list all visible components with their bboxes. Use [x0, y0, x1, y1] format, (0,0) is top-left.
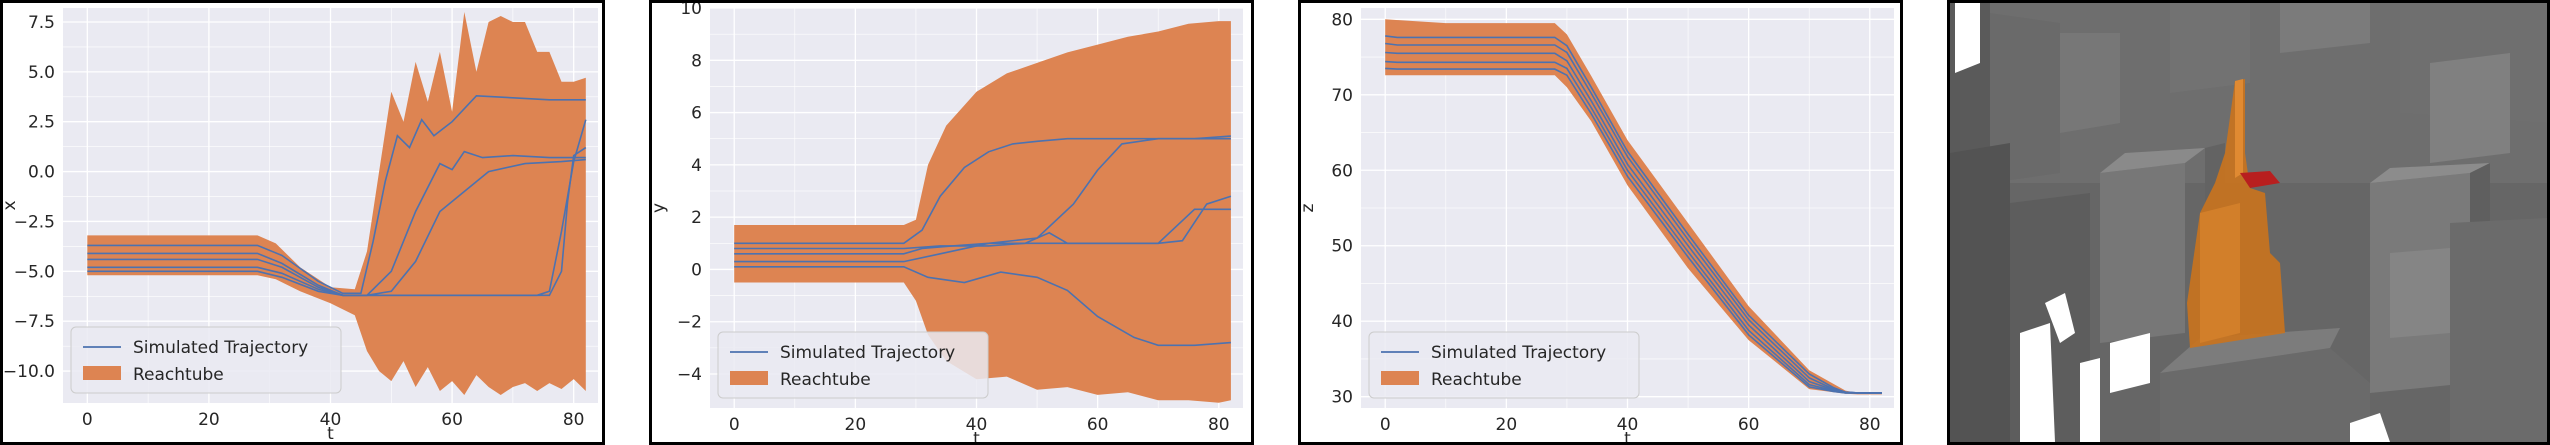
x-tick-label: 0: [729, 415, 740, 435]
y-tick-label: −5.0: [14, 262, 55, 282]
z-reachtube-chart: 0 20 40 60 80 30 40 50 60 70 80 t z Simulated Traject…: [1301, 8, 1894, 442]
simulated-trajectory-line: [734, 208, 1231, 250]
y-tick-label: 6: [691, 104, 702, 124]
y-tick-label: −2: [677, 313, 702, 333]
simulated-trajectory-line: [87, 150, 586, 297]
simulated-trajectory-line: [87, 94, 586, 295]
x-tick-label: 40: [966, 415, 988, 435]
x-tick-label: 40: [1617, 415, 1639, 435]
simulated-trajectory-line: [734, 137, 1231, 245]
simulated-trajectory-line: [87, 158, 586, 297]
y-tick-label: 2.5: [28, 113, 55, 133]
y-tick-label: −2.5: [14, 212, 55, 232]
y-tick-label: −10.0: [3, 362, 55, 382]
y-tick-label: 70: [1331, 86, 1353, 106]
y-tick-label: −4: [677, 365, 702, 385]
simulated-trajectory-line: [734, 265, 1231, 347]
x-tick-label: 0: [82, 410, 93, 430]
legend-label-reachtube: Reachtube: [1431, 370, 1522, 390]
simulated-trajectory-line: [1385, 67, 1882, 394]
x-tick-label: 80: [563, 410, 585, 430]
y-tick-label: −7.5: [14, 312, 55, 332]
y-tick-label: 30: [1331, 388, 1353, 408]
legend-box: [1368, 331, 1640, 399]
y-tick-label: 80: [1331, 10, 1353, 30]
y-tick-label: 0: [691, 260, 702, 280]
legend-box: [70, 326, 342, 394]
simulated-trajectory-line: [734, 195, 1232, 263]
y-tick-label: 10: [680, 3, 702, 19]
3d-scene-image: [1950, 3, 2547, 442]
y-tick-label: 0.0: [28, 163, 55, 183]
legend-label-trajectory: Simulated Trajectory: [133, 338, 308, 358]
x-axis-label: t: [327, 424, 334, 442]
target-marker: [2240, 171, 2280, 188]
x-tick-label: 20: [198, 410, 220, 430]
legend-patch-swatch: [83, 366, 121, 380]
y-tick-label: 5.0: [28, 63, 55, 83]
y-axis-label: y: [652, 203, 669, 213]
y-tick-label: 7.5: [28, 13, 55, 33]
y-tick-label: 40: [1331, 312, 1353, 332]
x-tick-label: 20: [1496, 415, 1518, 435]
x-tick-label: 80: [1859, 415, 1881, 435]
legend-label-reachtube: Reachtube: [780, 370, 871, 390]
z-chart-panel: 0 20 40 60 80 30 40 50 60 70 80 t z Simulated Traject…: [1298, 0, 1903, 445]
x-tick-label: 60: [1738, 415, 1760, 435]
x-tick-label: 60: [441, 410, 463, 430]
legend-label-trajectory: Simulated Trajectory: [1431, 343, 1606, 363]
x-tick-label: 0: [1380, 415, 1391, 435]
legend-label-reachtube: Reachtube: [133, 365, 224, 385]
x-axis-label: t: [973, 429, 980, 442]
simulated-trajectory-line: [87, 146, 587, 297]
x-tick-label: 60: [1087, 415, 1109, 435]
y-tick-label: 50: [1331, 237, 1353, 257]
y-axis-label: z: [1301, 203, 1318, 212]
reachtube-band: [734, 21, 1231, 403]
3d-city-reachtube-view: [1947, 0, 2550, 445]
y-reachtube-chart: 0 20 40 60 80 −4 −2 0 2 4 6 8 10 t y Simulated Trajecto…: [652, 3, 1243, 442]
legend-patch-swatch: [730, 371, 768, 385]
x-tick-label: 40: [320, 410, 342, 430]
x-tick-label: 80: [1208, 415, 1230, 435]
reachtube-band: [87, 12, 586, 395]
x-chart-panel: 0 20 40 60 80 −10.0 −7.5 −5.0 −2.5 0.0 2.5 5.0 7.5 t x…: [0, 0, 605, 445]
y-tick-label: 60: [1331, 161, 1353, 181]
y-tick-label: 2: [691, 208, 702, 228]
legend-box: [717, 331, 989, 399]
reachtube-band: [1385, 19, 1882, 395]
y-chart-panel: 0 20 40 60 80 −4 −2 0 2 4 6 8 10 t y Simulated Trajecto…: [649, 0, 1254, 445]
legend-label-trajectory: Simulated Trajectory: [780, 343, 955, 363]
legend-patch-swatch: [1381, 371, 1419, 385]
y-tick-label: 4: [691, 156, 702, 176]
y-axis-label: x: [3, 200, 20, 210]
x-tick-label: 20: [845, 415, 867, 435]
simulated-trajectory-line: [734, 135, 1231, 255]
x-reachtube-chart: 0 20 40 60 80 −10.0 −7.5 −5.0 −2.5 0.0 2.5 5.0 7.5 t x…: [3, 8, 598, 442]
x-axis-label: t: [1624, 429, 1631, 442]
y-tick-label: 8: [691, 51, 702, 71]
